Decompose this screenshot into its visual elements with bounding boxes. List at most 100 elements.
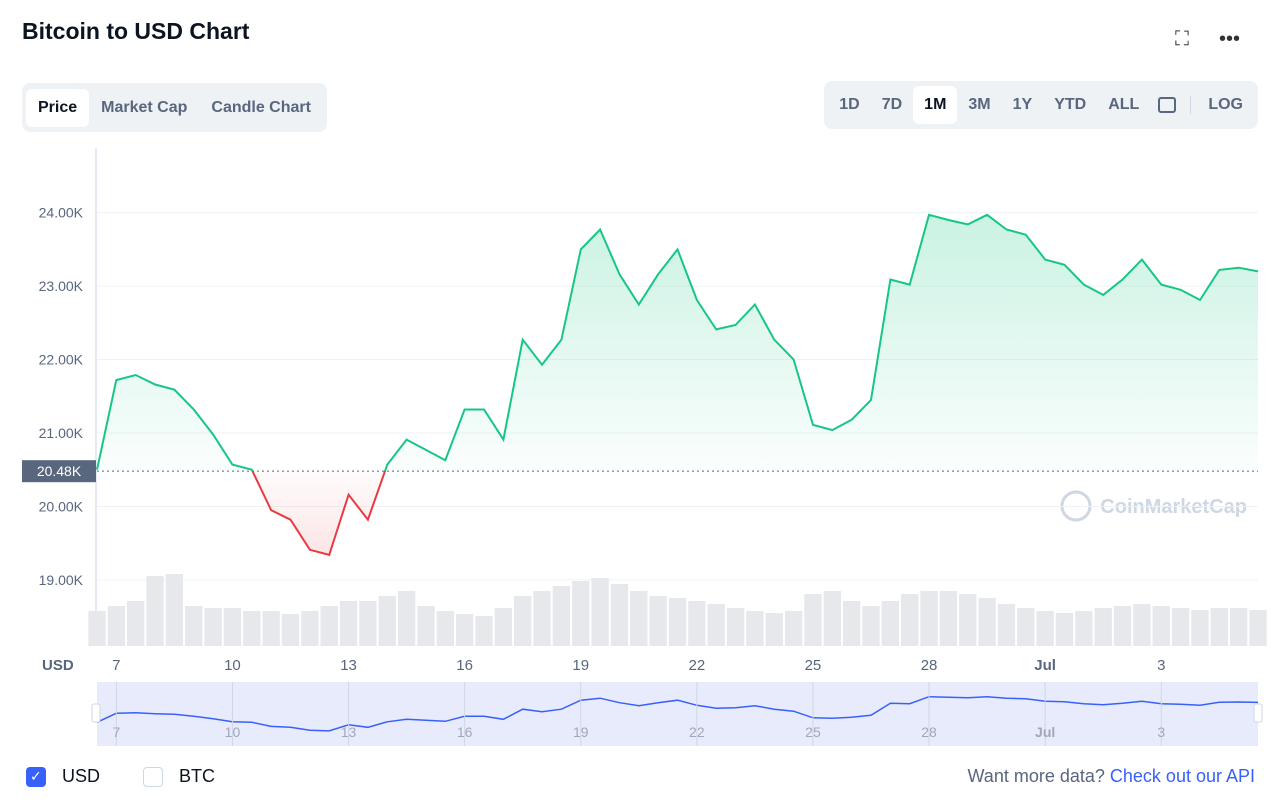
volume-bar (88, 611, 106, 646)
price-line (96, 213, 1259, 557)
volume-bar (901, 594, 919, 646)
volume-bar (320, 606, 338, 646)
volume-bar (959, 594, 977, 646)
calendar-icon[interactable] (1158, 97, 1177, 113)
range[interactable]: YTD (1054, 96, 1087, 113)
volume-bar (1249, 610, 1267, 646)
currency-label[interactable]: USD (62, 766, 101, 786)
volume-bar (455, 614, 474, 646)
volume-bar (281, 614, 300, 646)
range[interactable]: 1D (839, 96, 860, 113)
volume-bar (552, 586, 571, 646)
tab[interactable]: Candle Chart (211, 98, 311, 116)
volume-bar (378, 596, 396, 646)
volume-bar (1055, 613, 1074, 646)
y-tick-label: 23.00K (39, 278, 84, 294)
volume-bar (514, 596, 532, 646)
currency-label[interactable]: BTC (179, 766, 215, 786)
volume-bar (165, 574, 184, 646)
footer: Want more data? Check out our API (967, 766, 1255, 787)
volume-bar (668, 598, 687, 646)
navigator-label: 19 (573, 724, 589, 740)
range[interactable]: ALL (1108, 96, 1140, 113)
range[interactable]: 3M (968, 96, 991, 113)
x-tick-label: Jul (1034, 657, 1056, 674)
x-tick-label: 19 (572, 657, 589, 674)
log-button[interactable]: LOG (1208, 96, 1243, 113)
volume-bar (262, 611, 280, 646)
tab[interactable]: Market Cap (101, 98, 188, 116)
volume-bar (1229, 608, 1248, 646)
volume-bar (127, 601, 145, 646)
volume-bar (939, 591, 958, 646)
volume-bar (185, 606, 203, 646)
navigator-handle (1253, 703, 1263, 723)
range[interactable]: 1Y (1012, 96, 1033, 113)
volume-bar (804, 594, 822, 646)
volume-bar (920, 591, 938, 646)
watermark: CoinMarketCap (1100, 496, 1247, 518)
x-tick-label: 13 (340, 657, 357, 674)
volume-bar (436, 611, 454, 646)
more-icon[interactable]: ••• (1218, 28, 1240, 50)
volume-bar (688, 601, 706, 646)
volume-bar (359, 601, 377, 646)
navigator-label: 28 (921, 724, 937, 740)
volume-bar (397, 591, 416, 646)
navigator-line (96, 695, 1259, 732)
range-buttons: 1D 7D 1M 3M 1Y YTD ALL LOG (824, 81, 1258, 129)
volume-bar (339, 601, 358, 646)
volume-bar (107, 606, 126, 646)
volume-bar (649, 596, 667, 646)
toolbar-icons: ⛶ ••• (1175, 28, 1240, 51)
navigator-label: Jul (1035, 724, 1055, 740)
y-tick-label: 22.00K (39, 352, 84, 368)
baseline-label: 20.48K (37, 463, 82, 479)
range[interactable]: 7D (881, 96, 903, 113)
navigator-label: 25 (805, 724, 821, 740)
volume-bar (1017, 608, 1035, 646)
volume-bar (301, 611, 319, 646)
volume-bar (746, 611, 764, 646)
volume-bar (1113, 606, 1132, 646)
x-tick-label: 10 (224, 657, 241, 674)
tab[interactable]: Price (26, 88, 90, 127)
volume-bar (572, 581, 590, 646)
volume-bar (1152, 606, 1170, 646)
range[interactable]: 1M (913, 86, 958, 124)
x-tick-label: 28 (921, 657, 938, 674)
volume-bar (533, 591, 551, 646)
x-tick-label: 3 (1157, 657, 1165, 674)
y-tick-label: 20.00K (39, 498, 84, 514)
volume-bar (978, 598, 996, 646)
volume-bar (630, 591, 648, 646)
navigator-label: 16 (457, 724, 473, 740)
volume-bar (881, 601, 900, 646)
checkbox[interactable] (143, 767, 163, 787)
volume-bar (610, 584, 629, 646)
title: Bitcoin to USD Chart (22, 18, 250, 44)
checkbox-checked[interactable]: ✓ (26, 767, 46, 787)
area (97, 214, 1258, 555)
baseline-tag (22, 460, 96, 483)
y-tick-label: 24.00K (39, 205, 84, 221)
volume-bar (1171, 608, 1190, 646)
api-link[interactable]: Check out our API (1109, 766, 1255, 786)
volume-bar (765, 613, 783, 646)
navigator-label: 13 (341, 724, 357, 740)
volume-bar (243, 611, 261, 646)
volume-bar (707, 604, 725, 646)
fullscreen-icon[interactable]: ⛶ (1174, 28, 1189, 50)
volume-bar (1075, 611, 1093, 646)
x-tick-label: 16 (456, 657, 473, 674)
navigator (97, 682, 1258, 746)
volume-bar (1094, 608, 1112, 646)
navigator-label: 7 (112, 724, 120, 740)
y-tick-label: 21.00K (39, 425, 84, 441)
volume-bar (784, 611, 803, 646)
navigator-label: 10 (225, 724, 241, 740)
volume-bar (997, 604, 1016, 646)
x-tick-label: 7 (112, 657, 120, 674)
tabs: Price Market Cap Candle Chart (22, 83, 327, 132)
